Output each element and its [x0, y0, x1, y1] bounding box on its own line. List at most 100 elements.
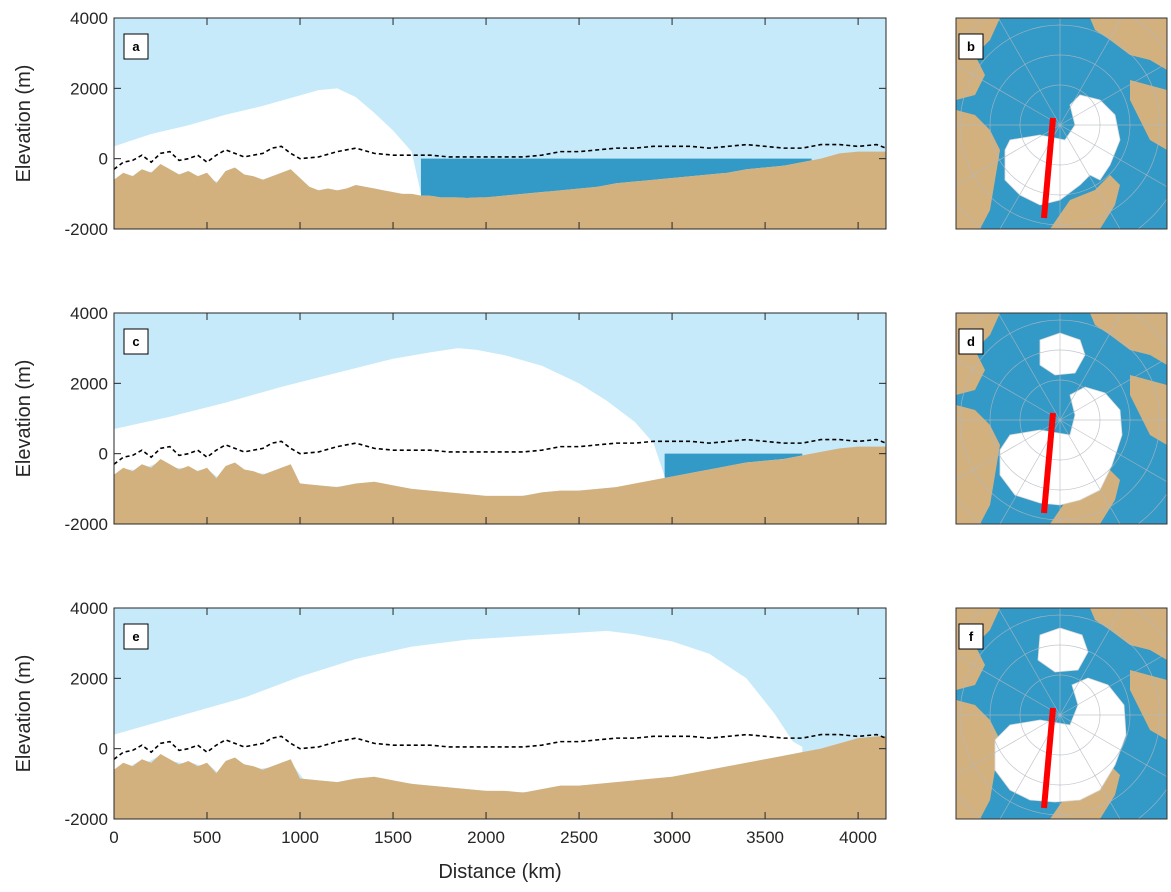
dashed-reference-line — [114, 143, 886, 170]
y-tick-label: 2000 — [70, 79, 108, 98]
bedrock — [114, 446, 886, 524]
map-land-siberia — [1090, 313, 1167, 365]
map-graticule-meridian — [1059, 714, 1121, 819]
y-tick-label: 4000 — [70, 9, 108, 28]
plot-area — [114, 313, 886, 524]
map-graticule-meridian — [1059, 124, 1167, 188]
map-frame — [955, 312, 1168, 525]
bedrock — [114, 736, 886, 819]
map-graticule-meridian — [1059, 124, 1121, 229]
axes-box — [113, 17, 887, 230]
panel-letter-box — [123, 328, 149, 355]
map-frame — [955, 17, 1168, 230]
map-letter-box — [958, 623, 984, 650]
y-tick-label: 4000 — [70, 304, 108, 323]
dashed-reference-line — [114, 733, 886, 760]
y-tick-label: 2000 — [70, 669, 108, 688]
x-tick-label: 2500 — [560, 828, 598, 847]
x-axis-label: Distance (km) — [438, 861, 561, 883]
map-panel-letter: f — [969, 629, 974, 644]
map-ice-sheet — [1004, 94, 1121, 206]
y-axis-label: Elevation (m) — [13, 360, 35, 478]
map-graticule-meridian — [997, 313, 1061, 421]
map-panel-f: f — [955, 607, 1168, 820]
map-graticule-meridian — [1059, 419, 1121, 524]
map-area — [956, 18, 1167, 229]
map-graticule-meridian — [1059, 652, 1167, 716]
y-tick-label: 2000 — [70, 374, 108, 393]
dashed-reference-line — [114, 438, 886, 465]
map-graticule-meridian — [1059, 18, 1123, 126]
map-graticule-meridian — [999, 419, 1061, 524]
bedrock — [114, 151, 886, 229]
panel-letter-box — [123, 33, 149, 60]
plot-area — [114, 608, 886, 819]
y-tick-label: 0 — [99, 445, 108, 464]
map-land-west — [956, 110, 1000, 229]
map-graticule-meridian — [1059, 608, 1123, 716]
map-graticule-meridian — [1059, 714, 1167, 778]
x-tick-label: 500 — [193, 828, 221, 847]
map-graticule-meridian — [997, 608, 1061, 716]
map-graticule-meridian — [956, 654, 1061, 716]
map-graticule-meridian — [1059, 313, 1123, 421]
map-graticule-meridian — [1059, 62, 1167, 126]
x-tick-label: 3000 — [653, 828, 691, 847]
y-tick-label: -2000 — [65, 220, 108, 239]
axes-box — [113, 607, 887, 820]
y-tick-label: 0 — [99, 740, 108, 759]
map-land-siberia — [1090, 18, 1167, 70]
map-transect-line — [1041, 117, 1056, 219]
map-frame — [955, 607, 1168, 820]
profile-panel-c: 4000 2000 0 -2000 Elevation (m) c — [13, 304, 887, 534]
map-graticule-meridian — [956, 714, 1061, 776]
ice-sheet — [114, 630, 803, 793]
panel-letter: e — [132, 629, 139, 644]
x-tick-label: 1500 — [374, 828, 412, 847]
y-axis-label: Elevation (m) — [13, 655, 35, 773]
map-land-east — [1130, 670, 1167, 740]
map-graticule-meridian — [999, 124, 1061, 229]
x-tick-label: 1000 — [281, 828, 319, 847]
map-graticule-meridian — [956, 359, 1061, 421]
axes-box — [113, 312, 887, 525]
map-land-siberia — [1090, 608, 1167, 660]
map-graticule-meridian — [997, 18, 1061, 126]
x-tick-label: 2000 — [467, 828, 505, 847]
y-tick-label: -2000 — [65, 810, 108, 829]
map-transect-line — [1041, 412, 1056, 514]
map-letter-box — [958, 33, 984, 60]
map-land-west — [956, 700, 1000, 819]
map-ice-sheet — [999, 332, 1123, 506]
map-land-east — [1130, 80, 1167, 150]
y-tick-label: 4000 — [70, 599, 108, 618]
panel-letter: c — [132, 334, 139, 349]
map-panels: b d f — [955, 17, 1168, 820]
x-tick-label: 0 — [109, 828, 118, 847]
map-area — [956, 313, 1167, 524]
map-letter-box — [958, 328, 984, 355]
map-graticule-meridian — [956, 419, 1061, 481]
map-panel-letter: b — [967, 39, 975, 54]
panel-letter: a — [132, 39, 140, 54]
y-tick-label: 0 — [99, 150, 108, 169]
ocean-water — [420, 158, 812, 198]
panel-letter-box — [123, 623, 149, 650]
plot-area — [114, 18, 886, 229]
profile-panel-a: 4000 2000 0 -2000 Elevation (m) a — [13, 9, 887, 239]
ice-sheet — [114, 348, 665, 496]
map-transect-line — [1041, 707, 1056, 809]
x-tick-label: 4000 — [839, 828, 877, 847]
y-tick-label: -2000 — [65, 515, 108, 534]
map-panel-letter: d — [967, 334, 975, 349]
ice-sheet — [114, 88, 421, 196]
map-panel-b: b — [955, 17, 1168, 230]
map-land-east — [1130, 375, 1167, 445]
map-graticule-meridian — [1059, 419, 1167, 483]
map-land-west — [956, 405, 1000, 524]
x-tick-label: 3500 — [746, 828, 784, 847]
map-graticule-meridian — [1059, 357, 1167, 421]
map-graticule-meridian — [999, 714, 1061, 819]
